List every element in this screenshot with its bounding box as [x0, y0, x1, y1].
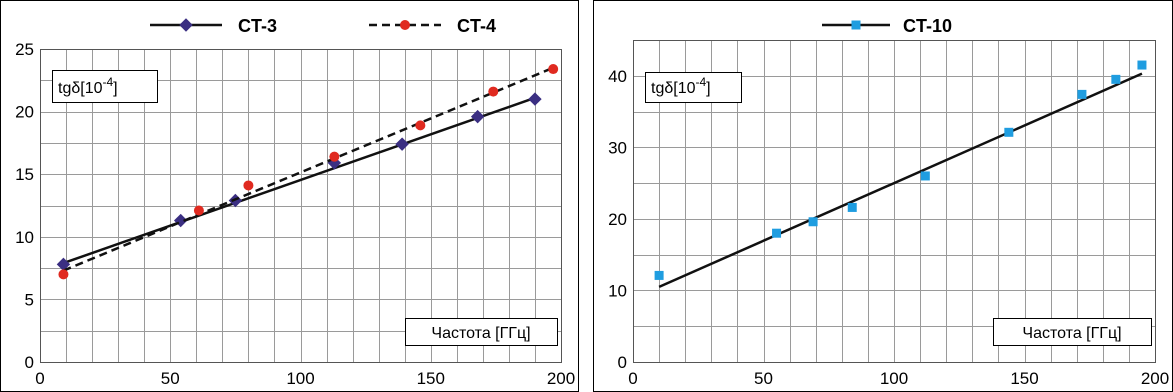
data-point: [1004, 127, 1014, 137]
y-axis-label: tgδ[10-4]: [58, 75, 118, 97]
y-axis-label-exponent: -4: [103, 75, 114, 89]
data-point: [58, 269, 69, 280]
y-tick-label: 20: [15, 103, 34, 122]
trend-line: [658, 72, 1143, 289]
legend-label: CT-3: [238, 16, 277, 36]
y-axis-label-base: tgδ[10: [58, 80, 103, 97]
xlabel-box: [993, 318, 1152, 346]
legend-marker: [851, 20, 861, 30]
y-tick-label: 10: [608, 281, 627, 300]
data-point: [193, 205, 204, 216]
y-axis-label-base: tgδ[10: [651, 80, 696, 97]
legend-label: CT-10: [903, 16, 952, 36]
x-tick-label: 50: [161, 369, 180, 388]
series-ct-10: [654, 60, 1147, 289]
data-point: [1137, 60, 1147, 70]
x-tick-label: 200: [1141, 369, 1169, 388]
ylabel-box: [645, 72, 742, 103]
ylabel-box: [52, 70, 158, 103]
chart-panel-1: 0 5 10 15 20 25 0 50 100 150 200 tgδ[10-4] Частота […: [0, 0, 579, 392]
y-axis-label-close: ]: [113, 80, 117, 97]
x-tick-label: 100: [286, 369, 314, 388]
y-tick-label: 0: [618, 353, 627, 372]
data-point: [528, 92, 542, 106]
data-point: [847, 202, 857, 212]
y-tick-label: 25: [15, 40, 34, 59]
y-tick-label: 10: [15, 228, 34, 247]
plot-border: [40, 49, 562, 363]
data-point: [808, 217, 818, 227]
x-tick-label: 200: [547, 369, 575, 388]
x-axis-label: Частота [ГГц]: [431, 325, 530, 342]
y-axis-label: tgδ[10-4]: [651, 75, 711, 97]
y-axis-label-exponent: -4: [696, 75, 707, 89]
data-point: [415, 120, 426, 131]
data-point: [243, 180, 254, 191]
y-axis-label-close: ]: [706, 80, 710, 97]
data-point: [1077, 89, 1087, 99]
data-point: [488, 86, 499, 97]
trend-line: [63, 96, 536, 265]
y-tick-label: 40: [608, 67, 627, 86]
trend-line: [62, 66, 554, 272]
data-point: [772, 228, 782, 238]
y-tick-label: 30: [608, 138, 627, 157]
y-tick-label: 5: [25, 290, 34, 309]
legend-marker: [179, 18, 193, 32]
data-point: [470, 109, 485, 124]
plot-border: [633, 40, 1156, 363]
data-point: [920, 171, 930, 181]
legend-marker: [400, 20, 410, 30]
data-point: [329, 151, 340, 162]
x-tick-label: 0: [628, 369, 637, 388]
series-ct-3: [56, 92, 542, 272]
y-tick-label: 20: [608, 210, 627, 229]
data-point: [654, 270, 664, 280]
xlabel-box: [405, 318, 558, 346]
x-tick-label: 150: [1010, 369, 1038, 388]
series-ct-4: [58, 64, 559, 280]
y-tick-label: 0: [25, 353, 34, 372]
x-tick-label: 0: [35, 369, 44, 388]
legend-label: CT-4: [457, 16, 496, 36]
data-point: [548, 64, 559, 75]
x-tick-label: 100: [880, 369, 908, 388]
x-tick-label: 50: [754, 369, 773, 388]
y-tick-label: 15: [15, 165, 34, 184]
data-point: [1111, 74, 1121, 84]
x-axis-label: Частота [ГГц]: [1022, 325, 1121, 342]
x-tick-label: 150: [417, 369, 445, 388]
chart-panel-2: 0 10 20 30 40 0 50 100 150 200 tgδ[10-4] Частота [Г…: [593, 0, 1173, 392]
data-point: [395, 137, 409, 151]
